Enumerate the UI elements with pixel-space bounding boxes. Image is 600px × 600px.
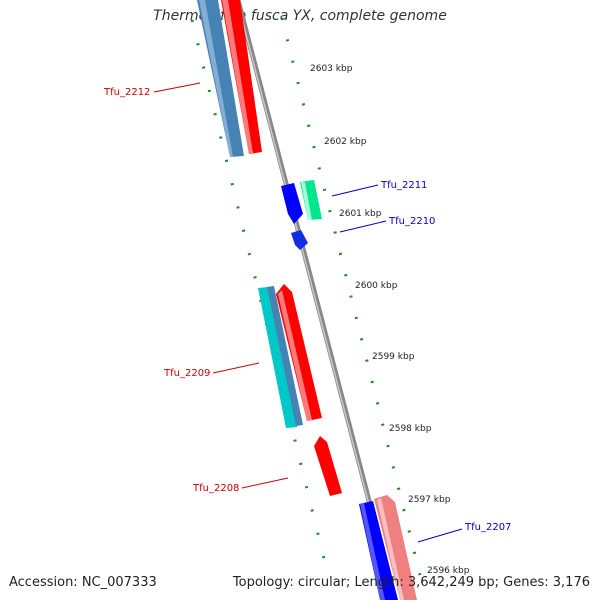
- genome-backbone-highlight: [236, 0, 395, 600]
- feature-steelblue-2209[interactable]: [267, 286, 303, 426]
- leader-tfu2211: [331, 184, 379, 197]
- gene-label-tfu2211[interactable]: Tfu_2211: [380, 180, 427, 191]
- gene-tfu2208[interactable]: [314, 436, 342, 496]
- gene-label-tfu2207[interactable]: Tfu_2207: [464, 522, 511, 533]
- tick-label-2596: 2596 kbp: [427, 566, 470, 576]
- gene-tfu2211[interactable]: [281, 183, 303, 224]
- tick-label-2597: 2597 kbp: [408, 495, 451, 505]
- genome-backbone: [235, 0, 398, 600]
- leader-tfu2210: [339, 220, 387, 233]
- gene-label-tfu2210[interactable]: Tfu_2210: [388, 216, 435, 227]
- right-dashed-ring: [280, 17, 422, 576]
- tick-label-2602: 2602 kbp: [324, 137, 367, 147]
- leader-tfu2208: [241, 477, 289, 489]
- gene-label-tfu2208[interactable]: Tfu_2208: [192, 483, 239, 494]
- gene-tfu2212-hl: [222, 0, 253, 154]
- gene-tfu2207-hl: [360, 503, 385, 600]
- accession-text: Accession: NC_007333: [9, 575, 157, 590]
- feature-green-2211-hl: [301, 182, 312, 220]
- tick-label-2599: 2599 kbp: [372, 352, 415, 362]
- topology-text: Topology: circular; Length: 3,642,249 bp…: [232, 575, 590, 590]
- gene-tfu2209-hl: [278, 290, 312, 421]
- gene-label-tfu2209[interactable]: Tfu_2209: [163, 368, 210, 379]
- leader-tfu2209: [212, 362, 260, 374]
- feature-pink-2207-hl: [377, 498, 404, 600]
- tick-label-2600: 2600 kbp: [355, 281, 398, 291]
- tick-label-2603: 2603 kbp: [310, 64, 353, 74]
- tick-label-2598: 2598 kbp: [389, 424, 432, 434]
- tick-label-2601: 2601 kbp: [339, 209, 382, 219]
- leader-tfu2212: [153, 82, 201, 93]
- gene-label-tfu2212[interactable]: Tfu_2212: [103, 87, 150, 98]
- leader-tfu2207: [417, 528, 463, 543]
- feature-steelblue-2212-hl: [199, 0, 233, 157]
- gene-tfu2210[interactable]: [291, 230, 308, 250]
- feature-cyan-2209[interactable]: [258, 287, 297, 428]
